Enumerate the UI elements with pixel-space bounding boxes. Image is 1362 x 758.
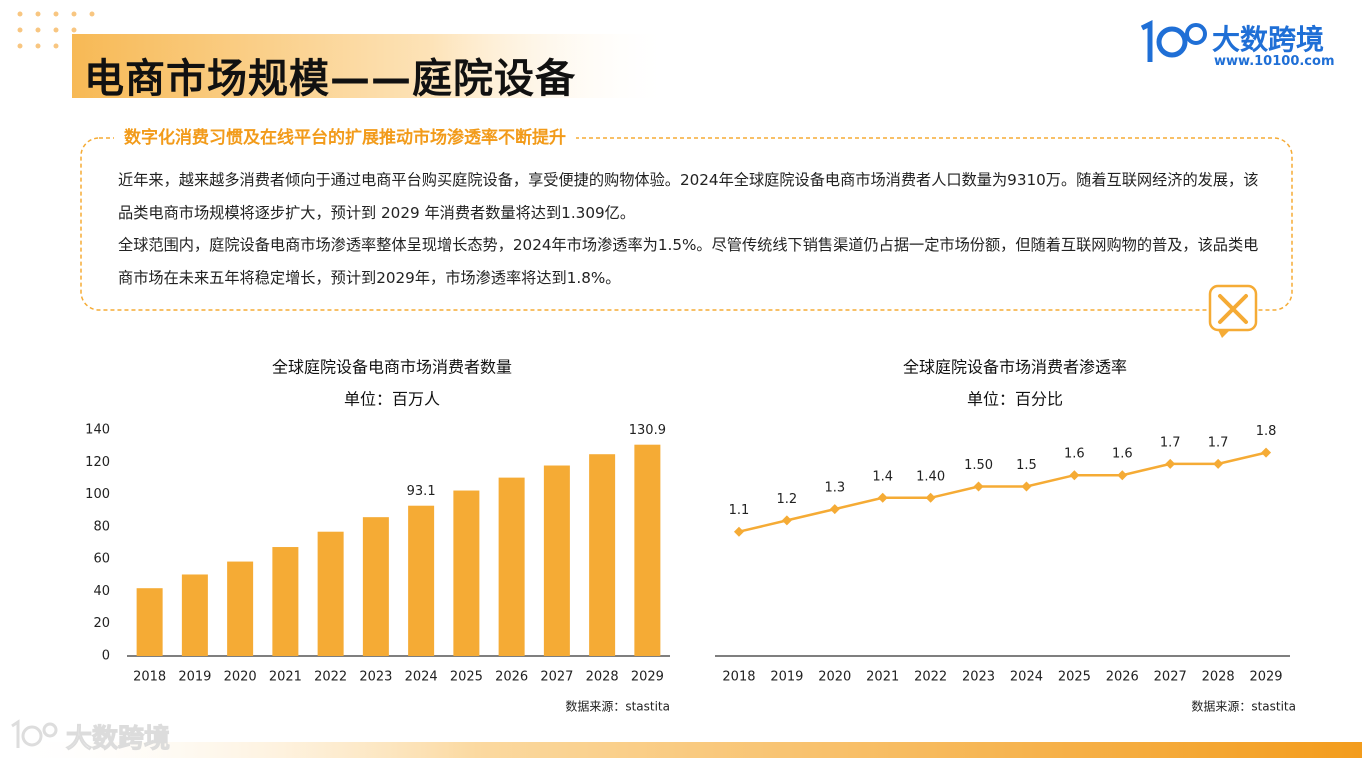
value-label: 1.50 xyxy=(964,458,993,473)
x-tick-label: 2023 xyxy=(359,670,392,685)
dots xyxy=(17,11,95,49)
marker xyxy=(1213,458,1224,469)
page-title: 电商市场规模——庭院设备 xyxy=(84,56,576,102)
value-label: 1.6 xyxy=(1064,447,1085,462)
value-label: 1.7 xyxy=(1208,435,1229,450)
bar xyxy=(453,490,480,656)
value-label: 1.7 xyxy=(1160,435,1181,450)
value-label: 93.1 xyxy=(407,484,436,499)
y-tick-label: 0 xyxy=(102,649,110,664)
marker xyxy=(1261,447,1272,458)
summary-heading: 数字化消费习惯及在线平台的扩展推动市场渗透率不断提升 xyxy=(114,123,576,148)
x-tick-label: 2029 xyxy=(1249,670,1282,685)
x-tick-label: 2027 xyxy=(1154,670,1187,685)
tool-icon xyxy=(1208,284,1258,338)
bar xyxy=(136,588,163,656)
summary-box xyxy=(80,137,1293,311)
bar xyxy=(272,547,299,656)
x-tick-label: 2021 xyxy=(866,670,899,685)
y-tick-label: 120 xyxy=(85,455,110,470)
source: 数据来源：stastita xyxy=(1191,699,1296,714)
marker xyxy=(829,504,840,515)
paragraph: 全球范围内，庭院设备电商市场渗透率整体呈现增长态势，2024年市场渗透率为1.5… xyxy=(118,236,1259,287)
x-tick-label: 2028 xyxy=(586,670,619,685)
marker xyxy=(973,481,984,492)
value-label: 1.1 xyxy=(729,503,750,518)
x-tick-label: 2019 xyxy=(770,670,803,685)
x-tick-label: 2025 xyxy=(1058,670,1091,685)
y-tick-label: 40 xyxy=(93,584,110,599)
logo-name: 大数跨境 xyxy=(1212,23,1325,56)
chart-title: 全球庭院设备市场消费者渗透率 xyxy=(903,358,1127,377)
x-tick-label: 2022 xyxy=(914,670,947,685)
bar xyxy=(362,517,389,656)
marker xyxy=(1117,470,1128,481)
marker xyxy=(877,492,888,503)
bar xyxy=(227,561,254,656)
bar xyxy=(543,465,570,656)
x-tick-label: 2018 xyxy=(722,670,755,685)
value-label: 1.3 xyxy=(824,481,845,496)
source: 数据来源：stastita xyxy=(565,699,670,714)
x-tick-label: 2018 xyxy=(133,670,166,685)
x-tick-label: 2027 xyxy=(540,670,573,685)
footer-band xyxy=(0,742,1362,758)
logo-mark xyxy=(1140,19,1207,62)
x-tick-label: 2026 xyxy=(495,670,528,685)
x-tick-label: 2024 xyxy=(405,670,438,685)
logo-url: www.10100.com xyxy=(1214,54,1335,69)
watermark: 大数跨境 xyxy=(65,724,171,755)
x-tick-label: 2024 xyxy=(1010,670,1043,685)
bar xyxy=(181,574,208,656)
marker xyxy=(781,515,792,526)
x-tick-label: 2029 xyxy=(631,670,664,685)
bar xyxy=(408,505,435,656)
line xyxy=(738,451,1267,533)
marker xyxy=(1165,458,1176,469)
x-tick-label: 2025 xyxy=(450,670,483,685)
marker xyxy=(1069,470,1080,481)
bar xyxy=(498,477,525,656)
x-tick-label: 2020 xyxy=(818,670,851,685)
value-label: 1.6 xyxy=(1112,447,1133,462)
summary-text: 近年来，越来越多消费者倾向于通过电商平台购买庭院设备，享受便捷的购物体验。202… xyxy=(118,164,1270,294)
chart-subtitle: 单位：百万人 xyxy=(344,390,440,409)
x-tick-label: 2021 xyxy=(269,670,302,685)
y-tick-label: 20 xyxy=(93,616,110,631)
value-label: 1.8 xyxy=(1256,424,1277,439)
x-tick-label: 2020 xyxy=(224,670,257,685)
x-tick-label: 2023 xyxy=(962,670,995,685)
y-tick-label: 60 xyxy=(93,552,110,567)
x-tick-label: 2028 xyxy=(1202,670,1235,685)
title-band xyxy=(72,34,672,98)
value-label: 1.5 xyxy=(1016,458,1037,473)
value-label: 1.2 xyxy=(777,492,798,507)
value-label: 130.9 xyxy=(629,423,666,438)
y-tick-label: 100 xyxy=(85,487,110,502)
value-label: 1.4 xyxy=(872,469,893,484)
marker xyxy=(1021,481,1032,492)
value-label: 1.40 xyxy=(916,469,945,484)
chart-subtitle: 单位：百分比 xyxy=(967,390,1063,409)
x-tick-label: 2019 xyxy=(178,670,211,685)
chart-title: 全球庭院设备电商市场消费者数量 xyxy=(272,358,512,377)
y-tick-label: 140 xyxy=(85,423,110,438)
y-tick-label: 80 xyxy=(93,519,110,534)
bar xyxy=(317,531,344,656)
marker xyxy=(925,492,936,503)
marker xyxy=(733,526,744,537)
bar xyxy=(634,444,661,656)
x-tick-label: 2026 xyxy=(1106,670,1139,685)
x-tick-label: 2022 xyxy=(314,670,347,685)
bar xyxy=(589,454,616,656)
paragraph: 近年来，越来越多消费者倾向于通过电商平台购买庭院设备，享受便捷的购物体验。202… xyxy=(118,171,1259,222)
watermark-mark xyxy=(11,719,58,748)
